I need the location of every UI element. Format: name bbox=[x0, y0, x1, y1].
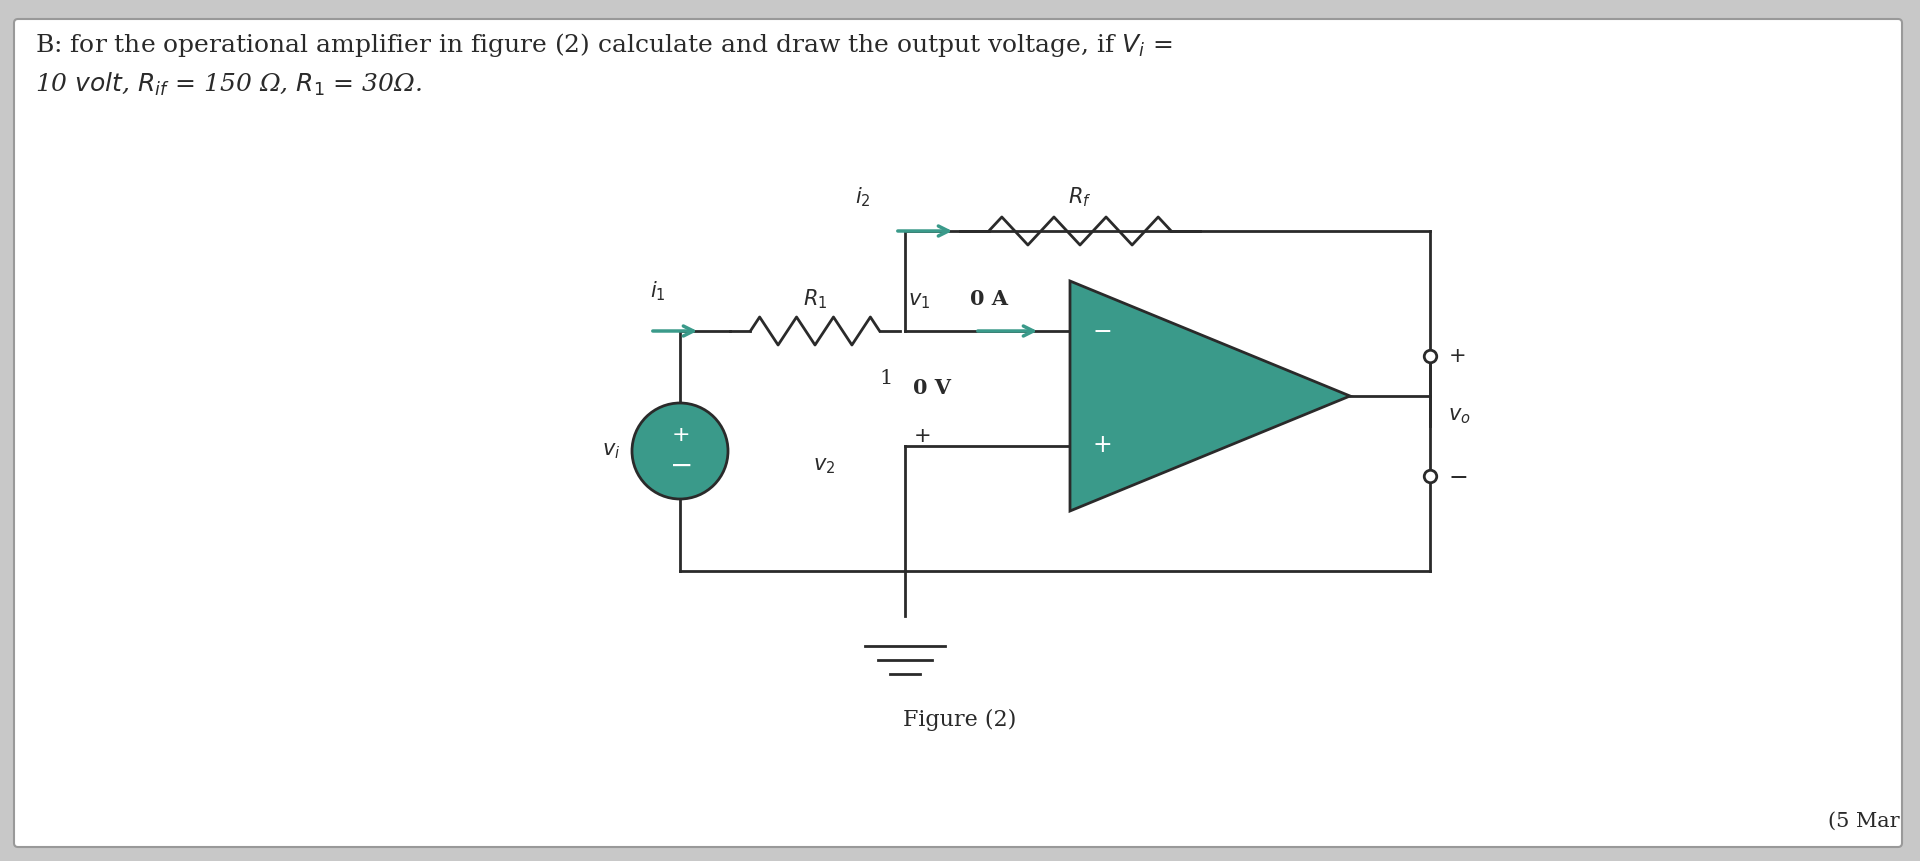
Text: $i_1$: $i_1$ bbox=[651, 280, 666, 303]
Text: $v_i$: $v_i$ bbox=[601, 441, 620, 461]
Text: 1: 1 bbox=[879, 369, 893, 388]
Text: Figure (2): Figure (2) bbox=[902, 709, 1018, 731]
Text: (5 Mar: (5 Mar bbox=[1828, 812, 1901, 831]
Circle shape bbox=[632, 403, 728, 499]
Text: 0 A: 0 A bbox=[970, 289, 1008, 309]
Text: $-$: $-$ bbox=[1092, 319, 1112, 343]
Text: $R_1$: $R_1$ bbox=[803, 288, 828, 311]
Text: $-$: $-$ bbox=[668, 451, 691, 479]
Text: $v_1$: $v_1$ bbox=[908, 291, 929, 311]
FancyBboxPatch shape bbox=[13, 19, 1903, 847]
Text: B: for the operational amplifier in figure (2) calculate and draw the output vol: B: for the operational amplifier in figu… bbox=[35, 31, 1173, 59]
Polygon shape bbox=[1069, 281, 1350, 511]
Text: $+$: $+$ bbox=[1448, 346, 1465, 366]
Text: $i_2$: $i_2$ bbox=[854, 185, 870, 209]
Text: $+$: $+$ bbox=[914, 426, 931, 445]
Text: $+$: $+$ bbox=[670, 425, 689, 445]
Text: 0 V: 0 V bbox=[914, 379, 950, 399]
Text: $v_o$: $v_o$ bbox=[1448, 406, 1471, 426]
Text: $v_2$: $v_2$ bbox=[812, 456, 835, 475]
Text: $R_f$: $R_f$ bbox=[1068, 185, 1092, 209]
Text: $-$: $-$ bbox=[1448, 464, 1467, 487]
Text: 10 $volt$, $R_{if}$ = 150 Ω, $R_1$ = 30Ω.: 10 $volt$, $R_{if}$ = 150 Ω, $R_1$ = 30Ω… bbox=[35, 71, 422, 98]
Text: $+$: $+$ bbox=[1092, 435, 1112, 457]
